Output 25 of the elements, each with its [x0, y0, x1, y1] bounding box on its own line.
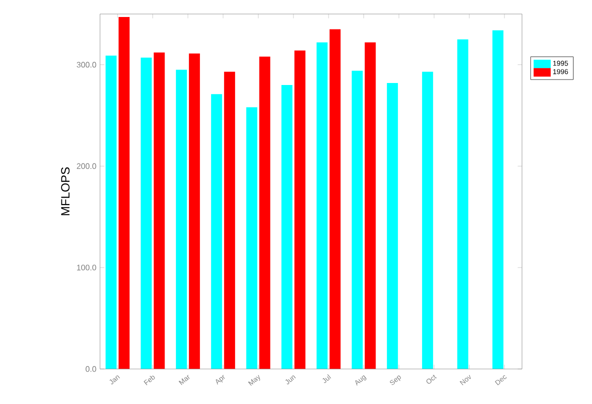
bar [188, 54, 200, 369]
bar [176, 70, 187, 369]
bar [364, 42, 376, 369]
bar [140, 58, 152, 369]
bar [211, 94, 222, 369]
bar [352, 70, 363, 369]
bar [246, 107, 258, 369]
bar [118, 17, 130, 369]
bar [281, 84, 292, 369]
y-axis-title: MFLOPS [61, 167, 70, 216]
y-tick-label: 0.0 [86, 366, 96, 372]
bar [386, 82, 398, 369]
bar [316, 42, 328, 369]
bar [492, 30, 504, 369]
bar [330, 29, 341, 369]
bar [259, 56, 270, 369]
y-tick-label: 100.0 [77, 264, 96, 270]
bar [106, 56, 117, 369]
bar [457, 39, 468, 369]
y-tick-label: 200.0 [76, 163, 96, 169]
y-tick-label: 300.0 [76, 62, 96, 68]
bar [154, 52, 165, 369]
bar [422, 72, 434, 369]
bar [224, 72, 236, 369]
bar [294, 50, 306, 369]
